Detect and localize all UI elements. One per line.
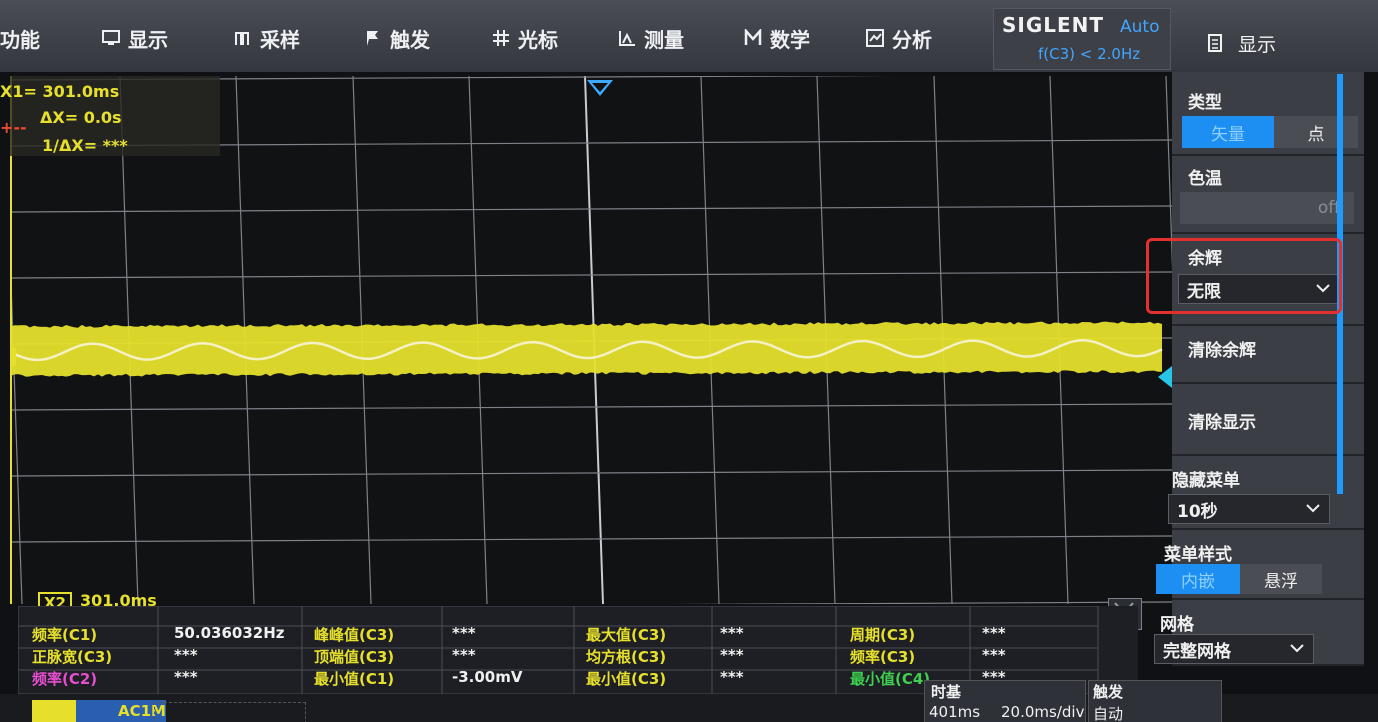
cursor-readout: X1= 301.0ms +-- ΔX= 0.0s 1/ΔX= ***	[10, 76, 220, 156]
measurement-label[interactable]: 频率(C3)	[850, 646, 915, 667]
trigger-position-marker[interactable]	[587, 80, 613, 96]
grid-horizontal-line	[10, 206, 1172, 212]
panel-header: 显示	[1172, 20, 1378, 66]
timebase-scale: 20.0ms/div	[1001, 703, 1084, 721]
persistence-highlight-box	[1146, 238, 1342, 314]
channel-1-badge[interactable]: AC1M	[32, 700, 166, 722]
brand-status-box: SIGLENT Auto f(C3) < 2.0Hz	[993, 8, 1171, 70]
chevron-down-icon	[1305, 500, 1321, 516]
cursor-x1-readout: X1= 301.0ms	[0, 82, 119, 101]
channel-1-color-swatch	[32, 700, 76, 722]
bottom-status-bar: AC1M 时基 401ms 20.0ms/div 触发 自动	[0, 694, 1378, 722]
clear-persistence-button[interactable]: 清除余辉	[1172, 326, 1364, 384]
trigger-label: 触发	[1093, 681, 1123, 702]
grid-horizontal-line	[10, 536, 1172, 542]
trigger-box[interactable]: 触发 自动	[1088, 680, 1222, 722]
measurement-value: ***	[452, 646, 476, 664]
brand-logo: SIGLENT	[1002, 13, 1104, 37]
trigger-mode: 自动	[1093, 703, 1123, 722]
hide-menu-section: 隐藏菜单 10秒	[1172, 456, 1364, 530]
menu-style-embedded-option[interactable]: 内嵌	[1156, 564, 1240, 594]
cursor-icon	[492, 29, 510, 47]
measurement-value: ***	[982, 624, 1006, 642]
menu-style-floating-option[interactable]: 悬浮	[1240, 564, 1322, 594]
cursor-delta-readout: ΔX= 0.0s	[40, 108, 122, 127]
measurement-value: ***	[720, 668, 744, 686]
cursor-marker-icon: +--	[0, 118, 27, 137]
measurement-label[interactable]: 正脉宽(C3)	[32, 646, 112, 667]
hide-menu-label: 隐藏菜单	[1172, 466, 1240, 491]
menu-cursor[interactable]: 光标	[492, 22, 558, 54]
timebase-label: 时基	[931, 681, 961, 702]
grid-horizontal-line	[10, 404, 1172, 410]
measurement-value: ***	[174, 646, 198, 664]
measurement-value: ***	[174, 668, 198, 686]
measurement-value: 50.036032Hz	[174, 624, 284, 642]
type-section: 类型 矢量 点	[1172, 72, 1364, 156]
timebase-box[interactable]: 时基 401ms 20.0ms/div	[924, 680, 1086, 722]
display-icon	[102, 29, 120, 47]
channel-2-badge[interactable]	[154, 702, 306, 722]
menu-sampling[interactable]: 采样	[234, 22, 300, 54]
menu-measure[interactable]: 测量	[618, 22, 684, 54]
flag-icon	[364, 29, 382, 47]
color-temp-label: 色温	[1188, 164, 1222, 189]
menu-display[interactable]: 显示	[102, 22, 168, 54]
menu-style-section: 菜单样式 内嵌 悬浮	[1172, 530, 1364, 600]
measurement-value: ***	[452, 624, 476, 642]
measurement-label[interactable]: 顶端值(C3)	[314, 646, 394, 667]
measurement-value: ***	[720, 624, 744, 642]
color-temp-toggle[interactable]: off	[1180, 192, 1354, 224]
grid-horizontal-line	[10, 602, 1172, 604]
measurement-label[interactable]: 均方根(C3)	[586, 646, 666, 667]
measurement-label[interactable]: 峰峰值(C3)	[314, 624, 394, 645]
clear-display-button[interactable]: 清除显示	[1172, 384, 1364, 456]
display-settings-panel: 类型 矢量 点 色温 off 余辉 无限 清除余辉 清除显示 隐藏菜单 10秒 …	[1172, 72, 1364, 632]
measurement-label[interactable]: 最小值(C1)	[314, 668, 394, 689]
type-vector-option[interactable]: 矢量	[1182, 116, 1274, 148]
timebase-position: 401ms	[929, 703, 980, 721]
grid-label: 网格	[1160, 610, 1194, 635]
analysis-icon	[866, 29, 884, 47]
document-icon	[1208, 34, 1222, 52]
type-label: 类型	[1188, 88, 1222, 113]
menu-math[interactable]: 数学	[744, 22, 810, 54]
trigger-frequency-status: f(C3) < 2.0Hz	[1038, 45, 1140, 63]
menu-function[interactable]: 功能	[0, 22, 40, 54]
grid-dropdown[interactable]: 完整网格	[1154, 634, 1314, 664]
measurement-label[interactable]: 最大值(C3)	[586, 624, 666, 645]
measurement-value: -3.00mV	[452, 668, 522, 686]
measurement-label[interactable]: 周期(C3)	[850, 624, 915, 645]
measurement-label[interactable]: 频率(C2)	[32, 668, 97, 689]
chevron-down-icon	[1289, 640, 1305, 656]
menu-analysis[interactable]: 分析	[866, 22, 932, 54]
measurement-label[interactable]: 频率(C1)	[32, 624, 97, 645]
trigger-mode-status: Auto	[1120, 17, 1159, 37]
menu-trigger[interactable]: 触发	[364, 22, 430, 54]
cursor-inverse-delta-readout: 1/ΔX= ***	[42, 136, 128, 155]
measure-icon	[618, 29, 636, 47]
panel-title: 显示	[1238, 30, 1276, 57]
measurement-value: ***	[982, 646, 1006, 664]
measurement-value: ***	[720, 646, 744, 664]
top-menu-bar: 功能 显示 采样 触发 光标 测量 数学 分析 SIGLENT Auto f(C…	[0, 0, 1378, 72]
sampling-icon	[234, 29, 252, 47]
hide-menu-dropdown[interactable]: 10秒	[1168, 494, 1330, 524]
measurement-label[interactable]: 最小值(C4)	[850, 668, 930, 689]
math-icon	[744, 29, 762, 47]
type-dot-option[interactable]: 点	[1274, 116, 1358, 148]
grid-horizontal-line	[10, 470, 1172, 476]
color-temp-section: 色温 off	[1172, 156, 1364, 234]
measurement-label[interactable]: 最小值(C3)	[586, 668, 666, 689]
menu-style-label: 菜单样式	[1164, 540, 1232, 565]
waveform-area[interactable]: X1= 301.0ms +-- ΔX= 0.0s 1/ΔX= ***	[10, 76, 1172, 604]
